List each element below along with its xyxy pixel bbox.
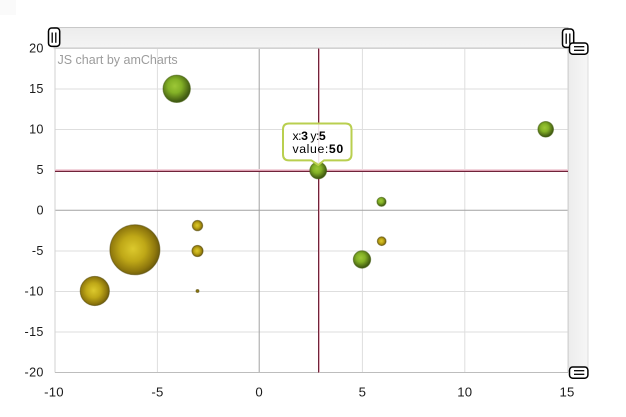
svg-text:10: 10	[457, 384, 472, 399]
svg-text:-15: -15	[25, 325, 44, 339]
svg-text:-20: -20	[25, 366, 44, 380]
svg-text:-10: -10	[25, 285, 44, 299]
svg-text:-5: -5	[151, 384, 163, 399]
svg-text:-10: -10	[44, 384, 64, 399]
svg-text:10: 10	[29, 123, 44, 137]
svg-text:5: 5	[36, 163, 43, 177]
svg-text:5: 5	[359, 384, 367, 399]
svg-text:0: 0	[255, 384, 263, 399]
svg-text:15: 15	[559, 384, 574, 399]
svg-text:15: 15	[29, 82, 44, 96]
svg-text:-5: -5	[32, 244, 44, 258]
svg-text:value:50: value:50	[293, 142, 344, 156]
svg-text:x:3 y:5: x:3 y:5	[293, 129, 326, 143]
svg-text:20: 20	[29, 42, 44, 56]
svg-text:JS chart by amCharts: JS chart by amCharts	[58, 53, 178, 67]
svg-text:0: 0	[36, 204, 43, 218]
